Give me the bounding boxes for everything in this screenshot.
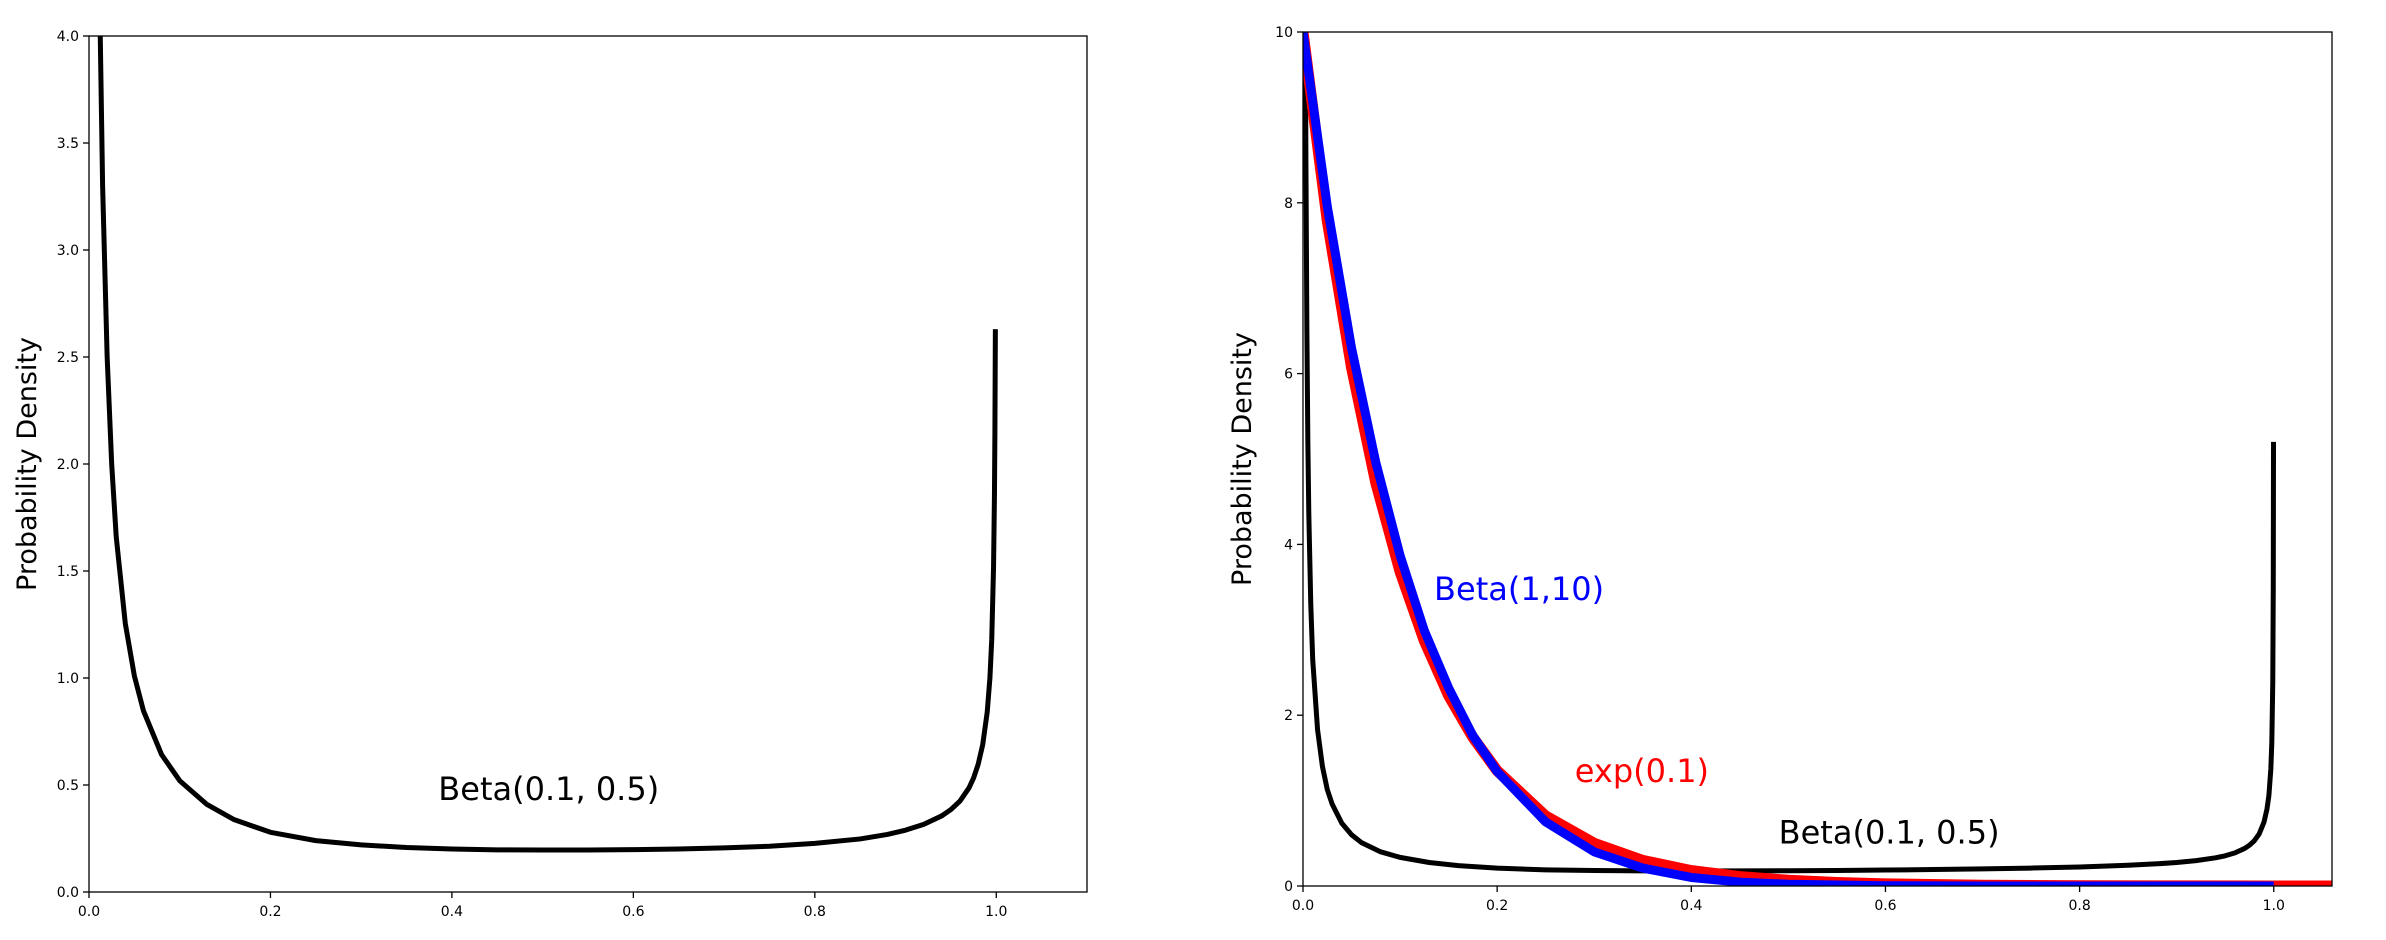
chart-2: 0.0 0.2 0.4 0.6 0.8 1.0 0 2 4 6 8 10 Probability Den… xyxy=(1227,25,2333,914)
y-tick-label: 2.5 xyxy=(57,350,79,366)
x-tick-label: 0.4 xyxy=(441,904,463,920)
y-tick-label: 10 xyxy=(1275,25,1293,41)
axes-frame xyxy=(88,35,1088,893)
chart-1: 0.0 0.2 0.4 0.6 0.8 1.0 0.0 0.5 1.0 1.5 2.0 2.5 3.0 3… xyxy=(12,29,1088,920)
x-tick-label: 1.0 xyxy=(2263,898,2285,914)
x-tick-label: 0.0 xyxy=(1292,898,1314,914)
y-axis-label: Probability Density xyxy=(12,337,43,591)
x-tick-label: 0.8 xyxy=(2068,898,2090,914)
x-tick-label: 0.6 xyxy=(622,904,644,920)
y-tick-label: 6 xyxy=(1284,367,1293,383)
x-tick-label: 1.0 xyxy=(985,904,1007,920)
y-tick-label: 3.5 xyxy=(57,136,79,152)
y-tick-label: 2 xyxy=(1284,708,1293,724)
y-tick-label: 1.0 xyxy=(57,671,79,687)
annotation-label: Beta(1,10) xyxy=(1434,570,1604,608)
annotation-label: exp(0.1) xyxy=(1575,752,1709,790)
series-line-2 xyxy=(1303,32,2332,886)
x-tick-label: 0.8 xyxy=(804,904,826,920)
y-tick-label: 0 xyxy=(1284,879,1293,895)
y-tick-label: 2.0 xyxy=(57,457,79,473)
x-tick-label: 0.2 xyxy=(1486,898,1508,914)
series-line-1 xyxy=(1303,49,2277,874)
y-tick-label: 3.0 xyxy=(57,243,79,259)
y-tick-label: 0.0 xyxy=(57,885,79,901)
x-tick-label: 0.6 xyxy=(1874,898,1896,914)
y-tick-label: 4 xyxy=(1284,537,1293,553)
y-axis-label: Probability Density xyxy=(1227,332,1258,586)
y-tick-label: 0.5 xyxy=(57,778,79,794)
series-line-3 xyxy=(1303,32,2274,886)
y-tick-label: 1.5 xyxy=(57,564,79,580)
x-tick-label: 0.0 xyxy=(78,904,100,920)
axes-frame xyxy=(1302,31,2333,887)
y-tick-label: 4.0 xyxy=(57,29,79,45)
annotation-label: Beta(0.1, 0.5) xyxy=(1779,813,2000,851)
x-tick-label: 0.4 xyxy=(1680,898,1702,914)
y-tick-label: 8 xyxy=(1284,196,1293,212)
annotation-label: Beta(0.1, 0.5) xyxy=(438,770,659,808)
series-line-1 xyxy=(97,36,998,853)
x-tick-label: 0.2 xyxy=(259,904,281,920)
